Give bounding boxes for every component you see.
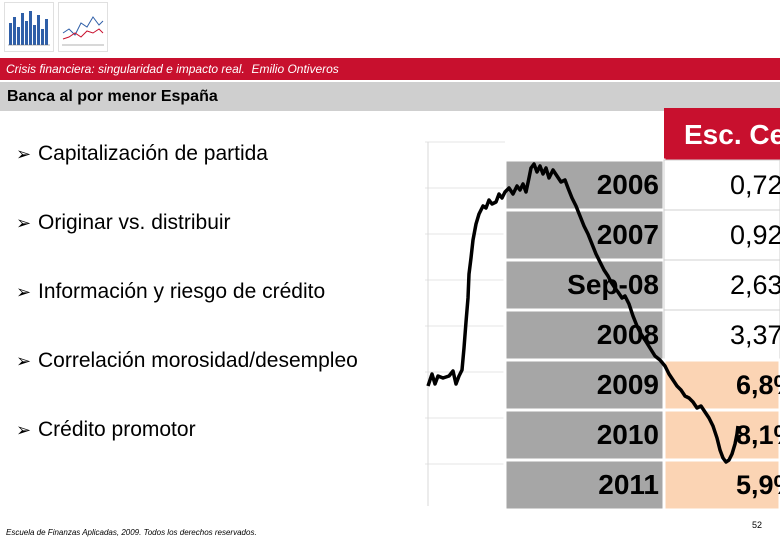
- section-bar: Banca al por menor España: [0, 82, 780, 111]
- table-value: 0,92%: [730, 220, 780, 250]
- table-year: 2007: [597, 219, 659, 250]
- bullet-item: ➢ Originar vs. distribuir: [16, 207, 436, 276]
- section-title: Banca al por menor España: [7, 88, 218, 105]
- table-year: 2009: [597, 369, 659, 400]
- table-year: 2010: [597, 419, 659, 450]
- bullet-item: ➢ Información y riesgo de crédito: [16, 276, 436, 345]
- table-header-cell: [664, 108, 780, 160]
- thumbnail-bar-chart: [4, 2, 54, 52]
- bullet-text: Capitalización de partida: [38, 142, 268, 165]
- table-value: 3,37%: [730, 320, 780, 350]
- bullet-text: Correlación morosidad/desempleo: [38, 349, 358, 372]
- bullet-item: ➢ Crédito promotor: [16, 414, 436, 483]
- header-bar: Crisis financiera: singularidad e impact…: [0, 58, 780, 80]
- arrow-bullet-icon: ➢: [16, 351, 32, 371]
- bullet-text: Crédito promotor: [38, 418, 196, 441]
- table-year: 2006: [597, 169, 659, 200]
- bullet-text: Información y riesgo de crédito: [38, 280, 326, 303]
- chart-table-image: Esc. Ce 2006 2007 Sep-08 2008: [425, 108, 780, 514]
- trend-line: [426, 162, 740, 464]
- header-author: Emilio Ontiveros: [251, 62, 339, 76]
- arrow-bullet-icon: ➢: [16, 282, 32, 302]
- bullet-item: ➢ Correlación morosidad/desempleo: [16, 345, 436, 414]
- table-value: 6,8%: [736, 370, 780, 400]
- bullet-list: ➢ Capitalización de partida ➢ Originar vs.…: [16, 138, 436, 483]
- arrow-bullet-icon: ➢: [16, 213, 32, 233]
- table-year: 2011: [598, 469, 659, 500]
- header-subtitle: Crisis financiera: singularidad e impact…: [6, 62, 245, 76]
- table-value: 8,1%: [736, 420, 780, 450]
- bullet-text: Originar vs. distribuir: [38, 211, 231, 234]
- arrow-bullet-icon: ➢: [16, 420, 32, 440]
- header-text: Crisis financiera: singularidad e impact…: [6, 62, 339, 76]
- arrow-bullet-icon: ➢: [16, 144, 32, 164]
- page-number: 52: [752, 520, 763, 530]
- thumbnail-line-chart: [58, 2, 108, 52]
- table-value: 0,72%: [730, 170, 780, 200]
- table-value: 5,9%: [736, 470, 780, 500]
- table-value: 2,63%: [730, 270, 780, 300]
- thumbnail-charts: [4, 2, 108, 52]
- footer-copyright: Escuela de Finanzas Aplicadas, 2009. Tod…: [6, 528, 257, 537]
- table-header-label: Esc. Ce: [684, 119, 780, 150]
- bullet-item: ➢ Capitalización de partida: [16, 138, 436, 207]
